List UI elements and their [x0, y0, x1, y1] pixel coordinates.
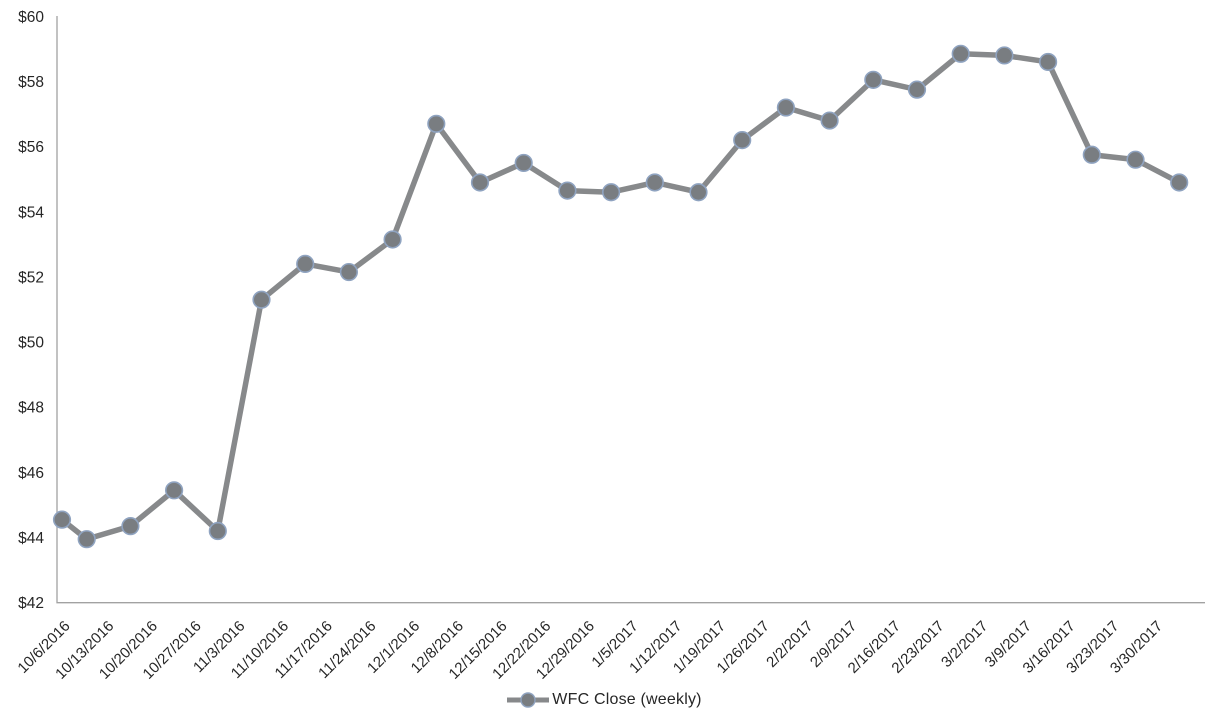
data-point-marker — [52, 510, 72, 529]
data-point-marker — [689, 183, 708, 202]
data-point-marker — [776, 98, 796, 117]
data-point-marker — [1170, 173, 1189, 192]
x-tick-label: 2/2/2017 — [763, 618, 816, 671]
data-point-marker — [296, 254, 315, 274]
legend-label: WFC Close (weekly) — [552, 691, 702, 708]
data-point-marker — [252, 290, 271, 309]
data-point-marker — [383, 230, 402, 249]
svg-text:3/2/2017: 3/2/2017 — [938, 618, 991, 671]
data-point-marker — [864, 70, 883, 89]
data-point-marker — [514, 153, 533, 173]
data-point-marker — [1038, 52, 1058, 72]
data-point-marker — [558, 181, 577, 200]
y-tick-label: $46 — [18, 465, 44, 482]
y-tick-label: $52 — [18, 269, 44, 286]
data-point-marker — [645, 173, 664, 192]
y-tick-label: $48 — [18, 400, 44, 417]
y-tick-label: $44 — [18, 530, 44, 547]
svg-text:2/2/2017: 2/2/2017 — [763, 618, 816, 671]
data-point-marker — [165, 481, 184, 500]
x-tick-label: 3/2/2017 — [938, 618, 991, 671]
data-point-marker — [470, 173, 490, 192]
data-point-marker — [995, 46, 1014, 65]
series-line — [59, 51, 1182, 542]
data-point-marker — [427, 114, 446, 133]
data-point-marker — [907, 80, 927, 99]
data-point-marker — [1082, 145, 1101, 164]
data-point-marker — [1126, 150, 1145, 169]
data-point-marker — [121, 517, 140, 536]
data-point-marker — [339, 262, 359, 282]
data-point-marker — [733, 131, 752, 150]
legend: WFC Close (weekly) — [0, 686, 1207, 714]
data-point-marker — [951, 44, 970, 63]
y-tick-label: $42 — [18, 595, 44, 612]
y-tick-label: $50 — [18, 335, 44, 352]
data-point-marker — [601, 183, 621, 202]
y-tick-label: $56 — [18, 139, 44, 156]
legend-marker-icon — [507, 692, 550, 708]
data-point-marker — [208, 521, 227, 541]
axis-lines — [56, 16, 1205, 604]
y-tick-label: $60 — [18, 9, 44, 26]
data-point-marker — [77, 530, 96, 549]
y-tick-label: $58 — [18, 74, 44, 91]
data-point-marker — [820, 111, 839, 130]
y-tick-label: $54 — [18, 204, 44, 221]
